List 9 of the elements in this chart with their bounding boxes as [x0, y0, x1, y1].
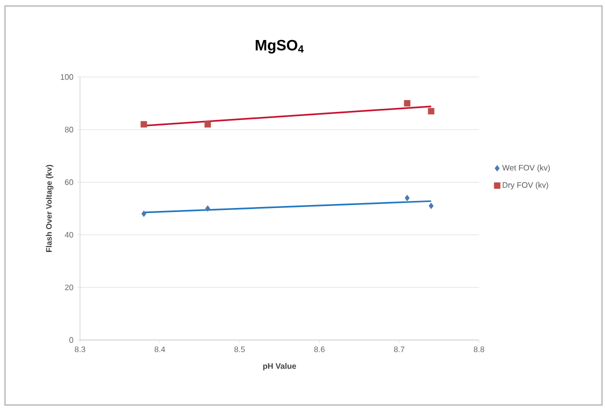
point — [204, 121, 211, 128]
point — [404, 100, 410, 106]
point — [205, 205, 210, 212]
point — [404, 194, 410, 202]
chart-title: MgSO$_{4}$ — [256, 40, 304, 54]
point — [140, 121, 148, 128]
point — [428, 108, 434, 114]
point — [428, 202, 434, 210]
point — [141, 210, 146, 217]
